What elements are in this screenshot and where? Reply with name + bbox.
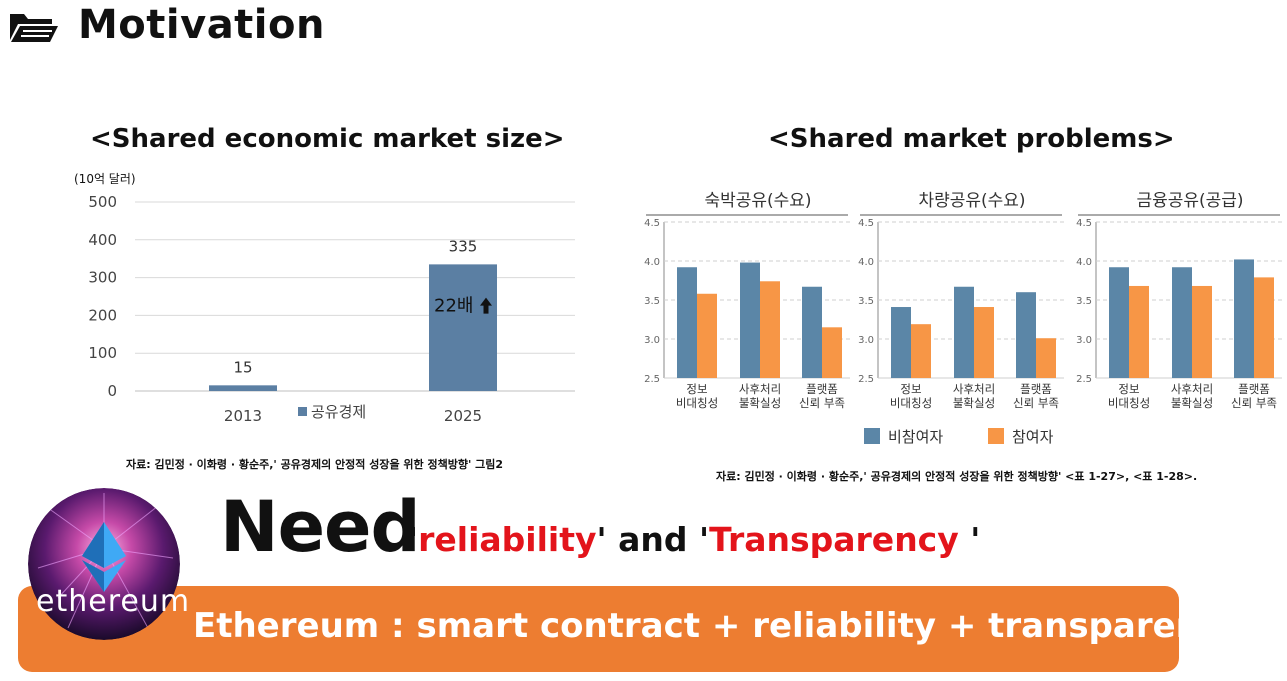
bar-참여자 bbox=[974, 307, 994, 378]
x-tick-label: 비대칭성 bbox=[676, 396, 718, 410]
y-tick-label: 3.0 bbox=[858, 335, 874, 346]
bar-비참여자 bbox=[891, 307, 911, 378]
ethereum-logo-icon bbox=[28, 488, 180, 640]
x-tick-label: 불확실성 bbox=[1171, 396, 1213, 410]
data-label: 335 bbox=[449, 237, 478, 255]
need-phrase: 'reliability' and 'Transparency ' bbox=[408, 520, 980, 559]
ethereum-banner bbox=[18, 586, 1179, 672]
x-tick-label: 신뢰 부족 bbox=[799, 396, 845, 410]
y-tick-label: 3.0 bbox=[1076, 335, 1092, 346]
y-tick-label: 100 bbox=[88, 344, 117, 362]
bar-2013 bbox=[209, 385, 277, 391]
x-tick-label: 플랫폼 bbox=[1020, 382, 1052, 396]
y-tick-label: 2.5 bbox=[1076, 374, 1092, 385]
bar-비참여자 bbox=[1109, 267, 1129, 378]
bar-2025 bbox=[429, 264, 497, 391]
x-tick-label: 2025 bbox=[444, 407, 482, 425]
bar-비참여자 bbox=[1234, 259, 1254, 378]
legend-swatch-participant bbox=[988, 428, 1004, 444]
y-tick-label: 4.0 bbox=[644, 257, 660, 268]
bar-비참여자 bbox=[954, 286, 974, 378]
folder-open-icon bbox=[10, 14, 58, 42]
bar-비참여자 bbox=[1016, 292, 1036, 378]
legend-swatch bbox=[298, 407, 307, 416]
transparency-word: Transparency bbox=[709, 520, 959, 559]
y-tick-label: 300 bbox=[88, 269, 117, 287]
panel-title: 금융공유(공급) bbox=[1136, 191, 1243, 211]
legend-swatch-non-participant bbox=[864, 428, 880, 444]
x-tick-label: 비대칭성 bbox=[1108, 396, 1150, 410]
quote-open-1: ' bbox=[408, 520, 419, 559]
y-tick-label: 2.5 bbox=[644, 374, 660, 385]
legend-label: 공유경제 bbox=[311, 403, 366, 421]
bar-비참여자 bbox=[677, 267, 697, 378]
x-tick-label: 플랫폼 bbox=[806, 382, 838, 396]
bar-참여자 bbox=[1036, 338, 1056, 378]
left-chart-title: <Shared economic market size> bbox=[90, 124, 565, 154]
reliability-word: reliability bbox=[418, 520, 597, 559]
bar-참여자 bbox=[1129, 285, 1149, 378]
x-tick-label: 사후처리 bbox=[953, 382, 995, 396]
bar-참여자 bbox=[911, 324, 931, 378]
left-chart-unit: (10억 달러) bbox=[74, 172, 136, 186]
right-chart-title: <Shared market problems> bbox=[768, 124, 1175, 154]
y-tick-label: 200 bbox=[88, 306, 117, 324]
left-chart-source: 자료: 김민정 · 이화령 · 황순주,' 공유경제의 안정적 성장을 위한 정… bbox=[126, 458, 504, 471]
x-tick-label: 신뢰 부족 bbox=[1013, 396, 1059, 410]
y-tick-label: 2.5 bbox=[858, 374, 874, 385]
y-tick-label: 3.5 bbox=[858, 296, 874, 307]
y-tick-label: 4.5 bbox=[1076, 218, 1092, 229]
legend-label: 참여자 bbox=[1012, 428, 1054, 446]
ethereum-logo-text: ethereum bbox=[36, 584, 191, 619]
bar-참여자 bbox=[822, 327, 842, 378]
market-size-chart: 0 100 200 300 400 500 15 2013 335 2025 공유경제 22배 bbox=[88, 193, 575, 425]
bar-참여자 bbox=[697, 293, 717, 378]
need-heading: Need bbox=[220, 486, 421, 568]
y-tick-label: 4.0 bbox=[858, 257, 874, 268]
panel-title: 차량공유(수요) bbox=[918, 191, 1025, 211]
page-title: Motivation bbox=[78, 2, 325, 48]
x-tick-label: 불확실성 bbox=[739, 396, 781, 410]
y-tick-label: 0 bbox=[107, 382, 117, 400]
x-tick-label: 비대칭성 bbox=[890, 396, 932, 410]
x-tick-label: 신뢰 부족 bbox=[1231, 396, 1277, 410]
x-tick-label: 2013 bbox=[224, 407, 262, 425]
y-tick-label: 4.5 bbox=[644, 218, 660, 229]
quote-close: ' bbox=[958, 520, 981, 559]
growth-annotation: 22배 bbox=[434, 296, 473, 317]
bar-비참여자 bbox=[802, 286, 822, 378]
y-tick-label: 3.5 bbox=[1076, 296, 1092, 307]
legend-label: 비참여자 bbox=[888, 428, 943, 446]
panel-title: 숙박공유(수요) bbox=[704, 191, 811, 211]
y-tick-label: 3.0 bbox=[644, 335, 660, 346]
banner-text: Ethereum : smart contract + reliability … bbox=[193, 606, 1243, 646]
y-tick-label: 400 bbox=[88, 231, 117, 249]
y-tick-label: 4.5 bbox=[858, 218, 874, 229]
y-tick-label: 3.5 bbox=[644, 296, 660, 307]
data-label: 15 bbox=[233, 358, 252, 376]
x-tick-label: 사후처리 bbox=[739, 382, 781, 396]
x-tick-label: 불확실성 bbox=[953, 396, 995, 410]
x-tick-label: 정보 bbox=[1118, 382, 1139, 396]
bar-참여자 bbox=[760, 281, 780, 378]
x-tick-label: 플랫폼 bbox=[1238, 382, 1270, 396]
x-tick-label: 정보 bbox=[686, 382, 707, 396]
need-connector: ' and ' bbox=[596, 520, 710, 559]
y-tick-label: 500 bbox=[88, 193, 117, 211]
right-chart-source: 자료: 김민정 · 이화령 · 황순주,' 공유경제의 안정적 성장을 위한 정… bbox=[716, 470, 1198, 483]
bar-비참여자 bbox=[740, 262, 760, 378]
bar-참여자 bbox=[1192, 285, 1212, 378]
y-tick-label: 4.0 bbox=[1076, 257, 1092, 268]
x-tick-label: 사후처리 bbox=[1171, 382, 1213, 396]
market-problems-chart: 숙박공유(수요)2.53.03.54.04.5정보비대칭성사후처리불확실성플랫폼… bbox=[644, 191, 1282, 446]
x-tick-label: 정보 bbox=[900, 382, 921, 396]
bar-비참여자 bbox=[1172, 267, 1192, 378]
bar-참여자 bbox=[1254, 277, 1274, 378]
up-arrow-icon bbox=[480, 297, 492, 314]
ethereum-logo bbox=[28, 488, 180, 640]
